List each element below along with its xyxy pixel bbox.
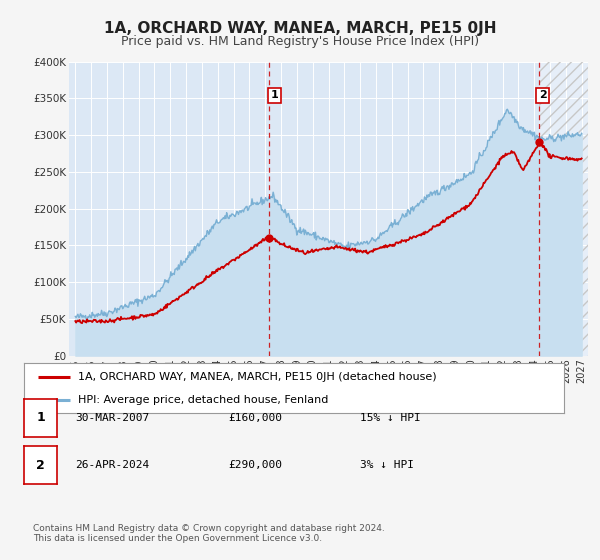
Text: Price paid vs. HM Land Registry's House Price Index (HPI): Price paid vs. HM Land Registry's House … — [121, 35, 479, 48]
Text: £160,000: £160,000 — [228, 413, 282, 423]
Text: 1: 1 — [36, 411, 45, 424]
Text: 1A, ORCHARD WAY, MANEA, MARCH, PE15 0JH: 1A, ORCHARD WAY, MANEA, MARCH, PE15 0JH — [104, 21, 496, 36]
Text: 2: 2 — [539, 90, 547, 100]
Text: 3% ↓ HPI: 3% ↓ HPI — [360, 460, 414, 470]
Text: 1: 1 — [271, 90, 278, 100]
Text: 15% ↓ HPI: 15% ↓ HPI — [360, 413, 421, 423]
Text: 1A, ORCHARD WAY, MANEA, MARCH, PE15 0JH (detached house): 1A, ORCHARD WAY, MANEA, MARCH, PE15 0JH … — [78, 372, 437, 382]
Text: Contains HM Land Registry data © Crown copyright and database right 2024.
This d: Contains HM Land Registry data © Crown c… — [33, 524, 385, 543]
Text: 2: 2 — [36, 459, 45, 472]
Text: HPI: Average price, detached house, Fenland: HPI: Average price, detached house, Fenl… — [78, 395, 328, 405]
Text: 30-MAR-2007: 30-MAR-2007 — [75, 413, 149, 423]
Text: £290,000: £290,000 — [228, 460, 282, 470]
Text: 26-APR-2024: 26-APR-2024 — [75, 460, 149, 470]
